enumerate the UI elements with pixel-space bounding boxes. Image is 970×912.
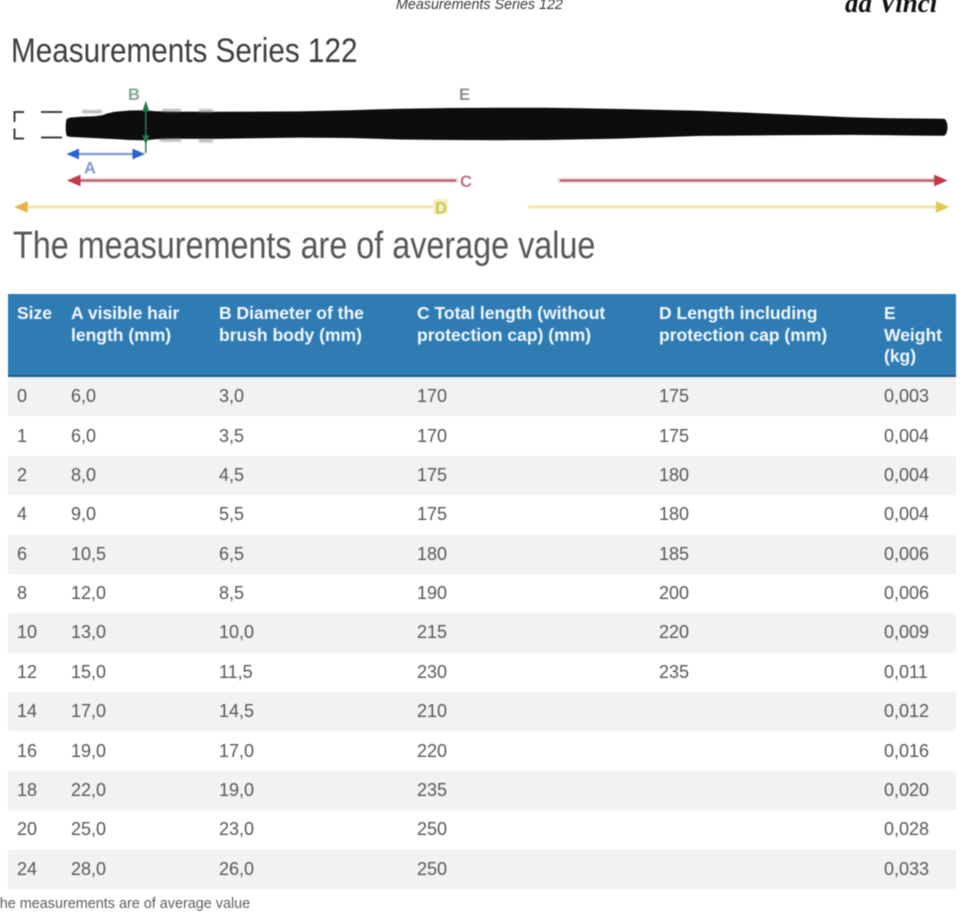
svg-text:B: B [128,86,140,104]
svg-text:D: D [435,199,447,215]
svg-text:A: A [84,160,96,178]
svg-text:C: C [460,173,472,191]
svg-text:E: E [459,86,470,104]
